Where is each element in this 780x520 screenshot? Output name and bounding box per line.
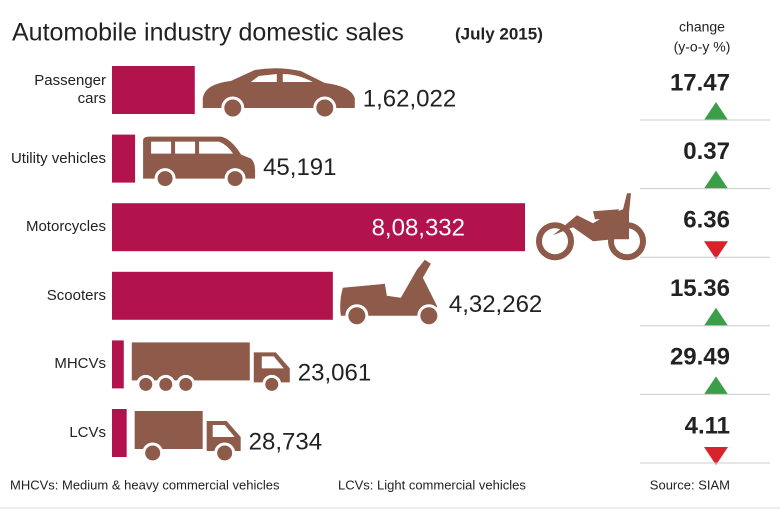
wheel	[345, 304, 369, 328]
bike-icon	[553, 193, 631, 242]
bar	[112, 271, 333, 320]
chart-title: Automobile industry domestic sales	[12, 19, 404, 47]
category-label: Passenger cars	[34, 72, 106, 107]
bar	[112, 203, 525, 252]
value-label: 28,734	[249, 428, 322, 455]
source: Source: SIAM	[650, 477, 730, 492]
category-label: Scooters	[46, 286, 106, 304]
wheel	[214, 442, 236, 464]
category-label: Utility vehicles	[10, 149, 106, 167]
value-label: 1,62,022	[363, 85, 456, 112]
wheel	[156, 374, 176, 394]
vehicle-icon	[131, 342, 290, 394]
category-label: MHCVs	[54, 355, 106, 373]
change-label: 15.36	[670, 275, 730, 302]
vehicle-icon	[143, 136, 256, 190]
bar	[112, 66, 195, 114]
up-arrow	[704, 307, 728, 326]
vehicle-icon	[134, 411, 241, 464]
change-label: 17.47	[670, 69, 730, 96]
footnote: MHCVs: Medium & heavy commercial vehicle…	[10, 477, 280, 492]
bar	[112, 134, 136, 183]
wheel	[221, 96, 245, 120]
value-label: 45,191	[263, 154, 336, 181]
footnote: LCVs: Light commercial vehicles	[338, 477, 526, 492]
change-label: 4.11	[685, 412, 730, 439]
value-label: 8,08,332	[372, 215, 465, 242]
change-label: 0.37	[683, 138, 730, 165]
truck-body	[131, 342, 250, 381]
wheel	[313, 96, 337, 120]
category-label: LCVs	[69, 424, 106, 441]
change-label: 6.36	[683, 207, 730, 234]
bar	[112, 409, 127, 457]
wheel	[417, 304, 441, 328]
chart-subtitle: (July 2015)	[455, 24, 543, 43]
wheel	[262, 374, 282, 394]
wheel	[136, 374, 156, 394]
category-label: Motorcycles	[25, 218, 106, 236]
change-label: 29.49	[670, 344, 730, 371]
value-label: 23,061	[298, 360, 371, 387]
down-arrow	[704, 447, 728, 465]
car-icon	[202, 68, 355, 108]
van-window	[151, 141, 234, 154]
change-subheader: (y-o-y %)	[674, 39, 731, 55]
vehicle-icon	[202, 68, 355, 120]
cab-window	[261, 356, 284, 369]
wheel	[224, 168, 246, 190]
up-arrow	[704, 102, 728, 120]
cab-window	[212, 425, 235, 437]
wheel	[536, 222, 574, 261]
wheel	[154, 168, 176, 190]
up-arrow	[704, 376, 728, 395]
vehicle-icon	[536, 193, 646, 261]
truck-body	[134, 411, 203, 449]
down-arrow	[704, 241, 728, 260]
up-arrow	[704, 170, 728, 189]
change-header: change	[679, 19, 725, 35]
car-window	[250, 74, 313, 82]
wheel	[142, 442, 164, 464]
wheel	[176, 374, 196, 394]
vehicle-icon	[340, 259, 441, 328]
value-label: 4,32,262	[449, 291, 542, 318]
bar	[112, 340, 124, 389]
scooter-icon	[340, 259, 438, 316]
